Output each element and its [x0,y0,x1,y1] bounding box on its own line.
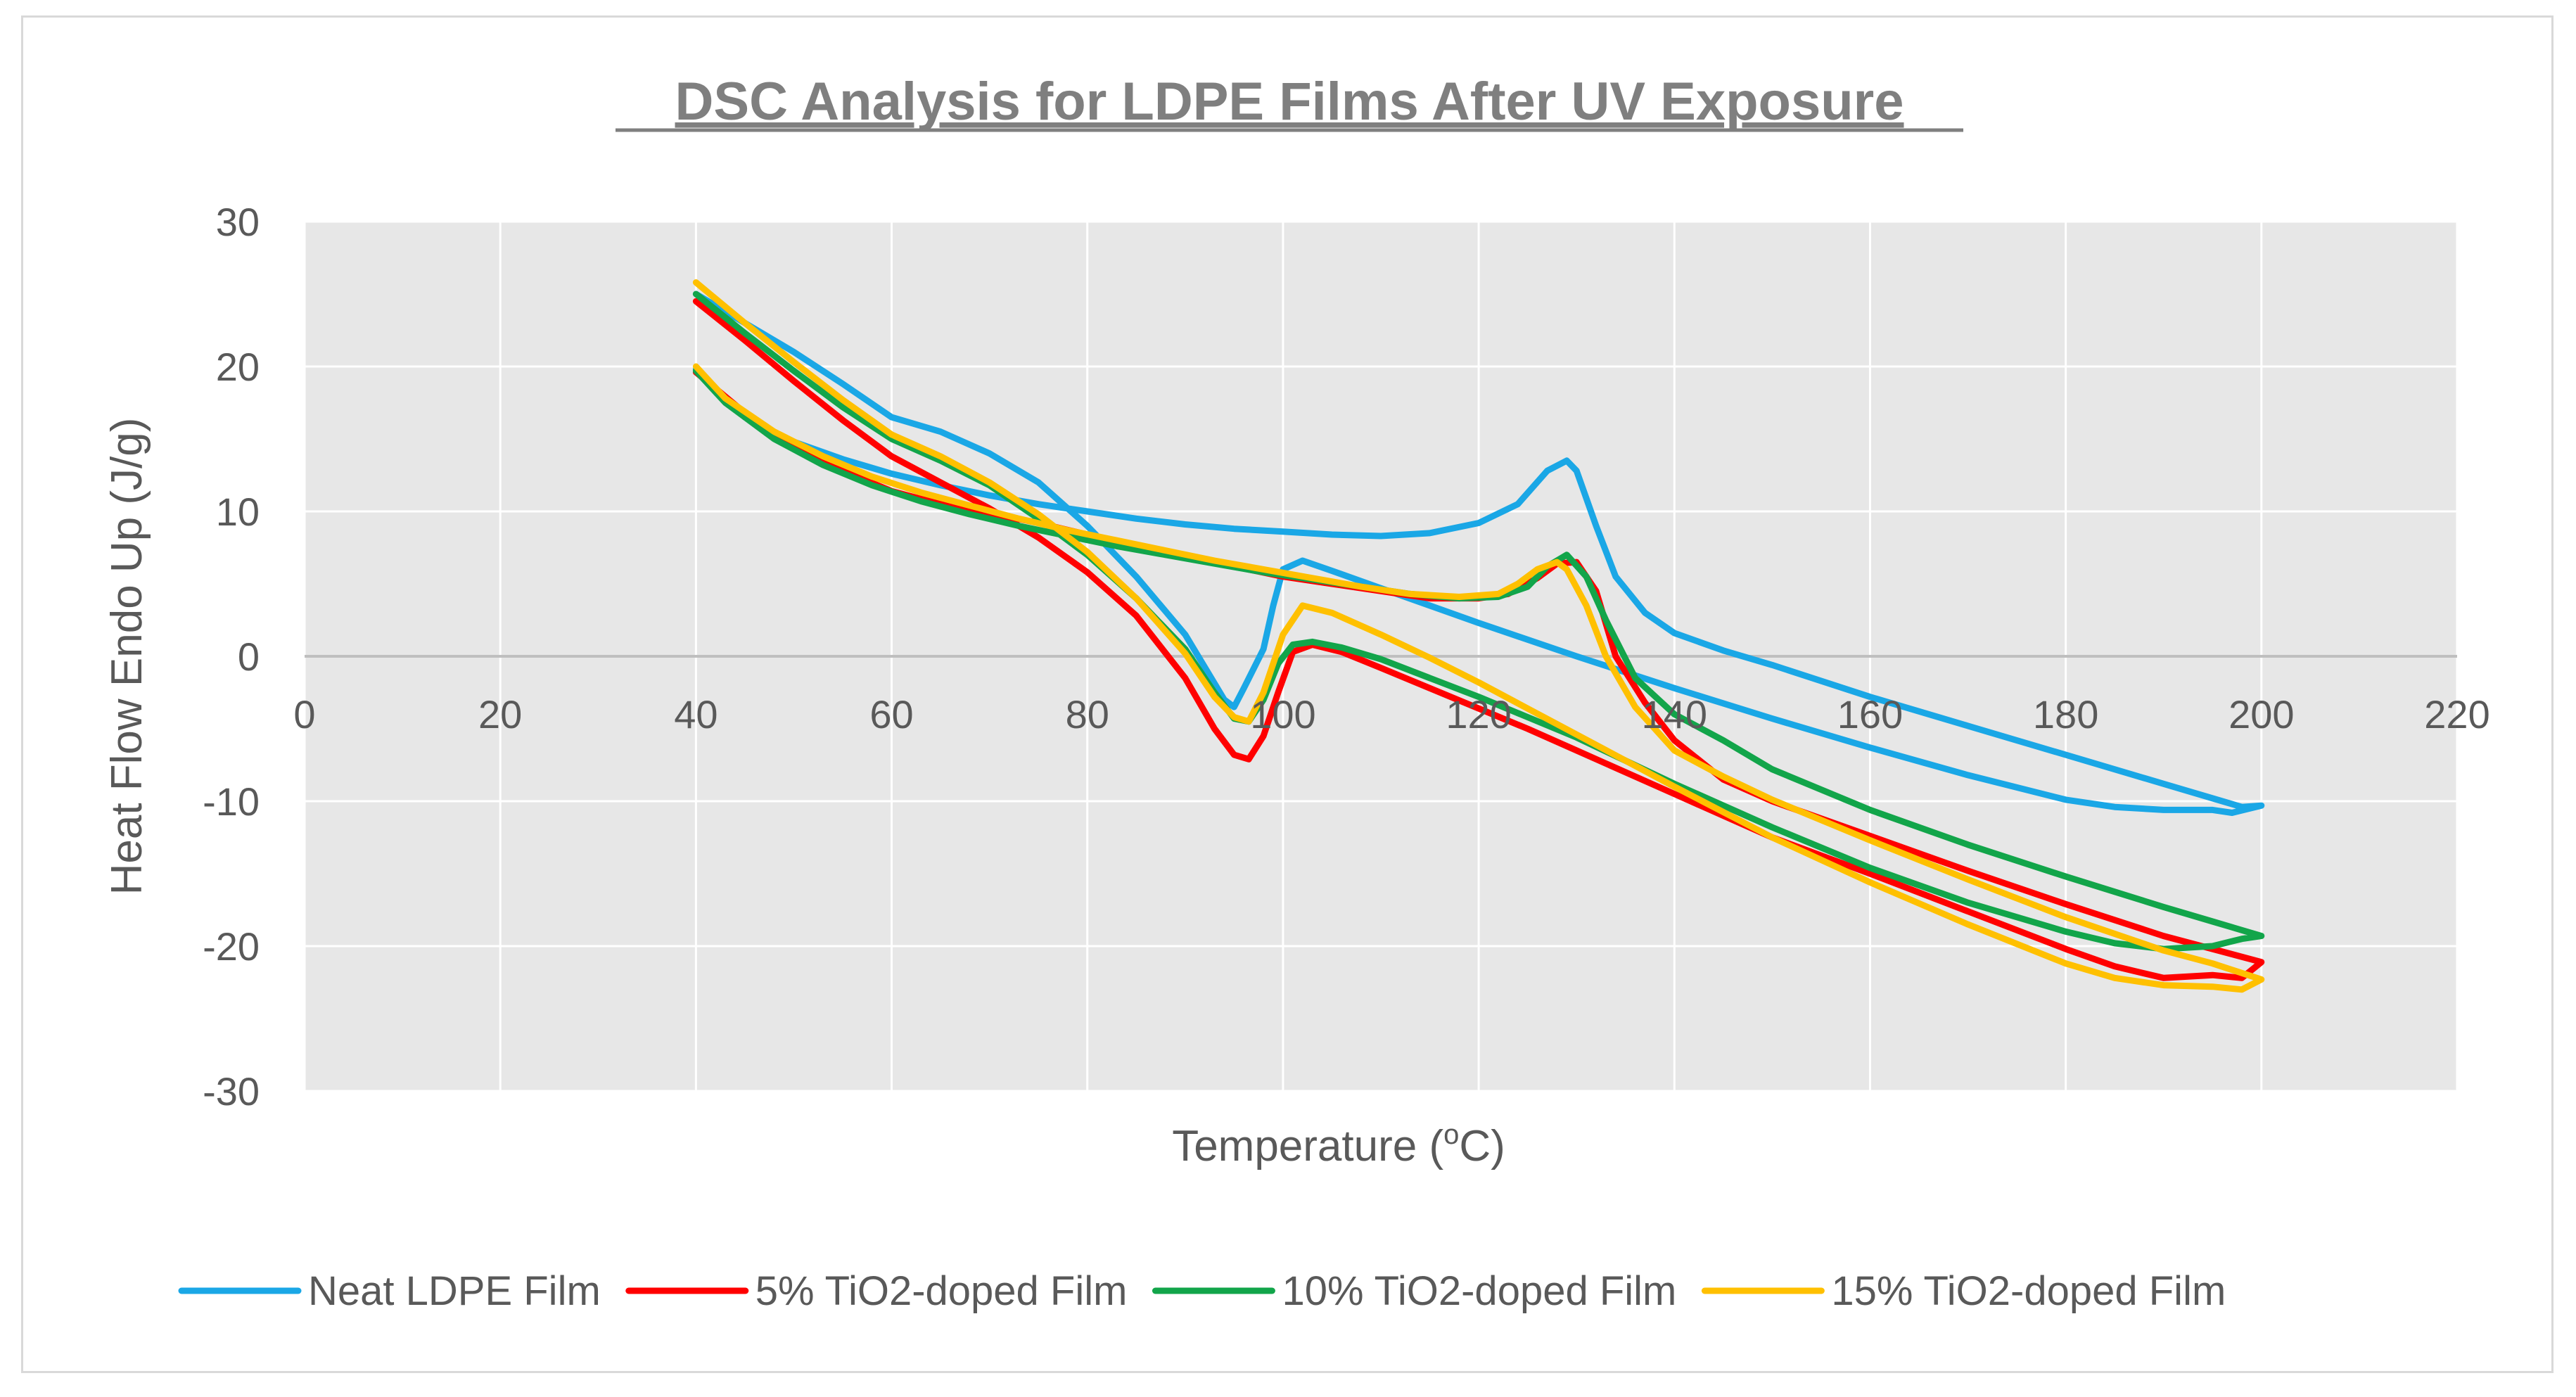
series-line-4 [692,279,2265,993]
legend-label-3: 10% TiO2-doped Film [1282,1268,1676,1314]
x-axis-title: Temperature (oC) [1172,1119,1505,1170]
x-tick-label: 0 [293,692,315,736]
y-tick-labels: 30 20 10 0 -10 -20 -30 [203,200,260,1114]
x-tick-label: 180 [2033,692,2098,736]
x-tick-label: 200 [2229,692,2294,736]
legend-label-1: Neat LDPE Film [308,1268,601,1314]
y-tick-label: -10 [203,779,260,824]
chart-svg: DSC Analysis for LDPE Films After UV Exp… [103,72,2490,1314]
y-tick-label: 30 [216,200,260,244]
x-axis-title-superscript: o [1443,1119,1459,1150]
x-tick-label: 80 [1066,692,1109,736]
x-tick-label: 60 [869,692,913,736]
series-lines [692,279,2265,993]
chart-frame: DSC Analysis for LDPE Films After UV Exp… [21,15,2553,1373]
x-tick-label: 140 [1642,692,1707,736]
y-tick-label: -30 [203,1069,260,1114]
legend-label-4: 15% TiO2-doped Film [1831,1268,2226,1314]
legend-label-2: 5% TiO2-doped Film [755,1268,1128,1314]
x-tick-labels: 0 20 40 60 80 100 120 140 160 180 200 220 [293,692,2489,736]
x-tick-label: 160 [1837,692,1903,736]
x-tick-label: 20 [478,692,522,736]
chart-title: DSC Analysis for LDPE Films After UV Exp… [675,72,1904,132]
x-tick-label: 220 [2424,692,2489,736]
x-axis-title-end: C) [1459,1122,1505,1170]
y-axis-title: Heat Flow Endo Up (J/g) [103,418,151,895]
y-tick-label: 20 [216,345,260,389]
x-tick-label: 40 [674,692,718,736]
x-axis-title-main: Temperature ( [1172,1122,1443,1170]
y-tick-label: -20 [203,924,260,969]
legend: Neat LDPE Film 5% TiO2-doped Film 10% TiO2… [178,1268,2226,1314]
x-tick-label: 120 [1446,692,1511,736]
series-line-1 [692,291,2265,816]
x-tick-label: 100 [1250,692,1315,736]
y-tick-label: 0 [238,634,260,679]
y-tick-label: 10 [216,490,260,534]
